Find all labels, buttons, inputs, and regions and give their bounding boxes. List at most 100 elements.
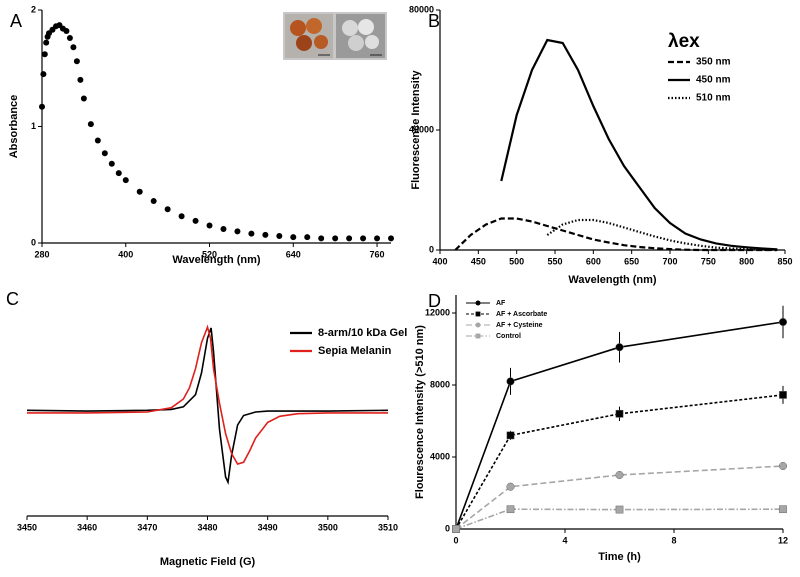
data-point — [304, 234, 311, 241]
x-tick-label: 600 — [586, 256, 601, 266]
x-tick-label: 12 — [778, 535, 788, 545]
data-point — [87, 121, 94, 128]
marker — [615, 470, 624, 480]
x-tick-label: 500 — [509, 256, 524, 266]
x-axis-title: Wavelength (nm) — [172, 254, 261, 266]
legend-label: 350 nm — [696, 57, 731, 68]
data-point — [206, 222, 213, 229]
marker — [779, 505, 787, 514]
data-point — [290, 234, 297, 241]
legend-marker — [475, 311, 481, 317]
x-tick-label: 450 — [471, 256, 486, 266]
data-point — [94, 137, 101, 144]
data-point — [150, 198, 157, 205]
x-tick-label: 3450 — [17, 522, 37, 532]
series-line — [454, 217, 778, 252]
series-line — [455, 394, 784, 530]
marker — [506, 505, 515, 514]
data-point — [80, 95, 87, 102]
x-tick-label: 640 — [286, 249, 301, 259]
data-point — [360, 235, 367, 242]
y-tick-label: 40000 — [409, 124, 434, 134]
data-point — [276, 233, 283, 240]
y-axis-title: Fluorescence Intensity — [410, 70, 422, 190]
data-point — [136, 188, 143, 195]
data-point — [70, 44, 77, 51]
marker — [615, 343, 624, 352]
data-point — [63, 27, 70, 34]
legend-label: 450 nm — [696, 75, 731, 86]
series-line — [27, 324, 388, 465]
data-point — [39, 103, 45, 110]
legend-label: AF + Ascorbate — [496, 311, 547, 318]
x-tick-label: 8 — [671, 535, 676, 545]
marker — [452, 525, 460, 533]
x-tick-label: 700 — [662, 256, 677, 266]
legend-title: λex — [668, 31, 700, 52]
y-tick-label: 0 — [31, 237, 36, 247]
panel-label: C — [6, 289, 19, 309]
x-axis-title: Wavelength (nm) — [568, 274, 657, 286]
inset-photo — [283, 12, 387, 60]
y-tick-label: 8000 — [430, 379, 450, 389]
x-tick-label: 850 — [777, 256, 792, 266]
x-tick-label: 760 — [370, 249, 385, 259]
marker — [615, 505, 624, 514]
x-tick-label: 3490 — [258, 522, 278, 532]
series-line — [455, 508, 784, 530]
data-point — [220, 226, 227, 233]
x-tick-label: 3480 — [197, 522, 217, 532]
legend-marker — [475, 322, 481, 328]
data-point — [178, 213, 185, 220]
x-tick-label: 750 — [701, 256, 716, 266]
x-tick-label: 280 — [34, 249, 49, 259]
y-tick-label: 4000 — [430, 451, 450, 461]
data-point — [262, 231, 269, 238]
x-tick-label: 4 — [562, 535, 567, 545]
y-tick-label: 0 — [429, 244, 434, 254]
x-tick-label: 3500 — [318, 522, 338, 532]
data-point — [388, 235, 394, 242]
data-point — [101, 150, 108, 157]
marker — [506, 431, 515, 440]
data-point — [43, 39, 50, 46]
series-line — [455, 321, 784, 530]
x-tick-label: 520 — [202, 249, 217, 259]
data-point — [192, 217, 199, 224]
x-tick-label: 550 — [547, 256, 562, 266]
y-tick-label: 80000 — [409, 4, 434, 14]
data-point — [318, 235, 325, 242]
data-point — [346, 235, 353, 242]
legend-label: 510 nm — [696, 93, 731, 104]
legend-label: AF + Cysteine — [496, 322, 543, 329]
x-tick-label: 650 — [624, 256, 639, 266]
data-point — [77, 76, 84, 83]
x-axis-title: Time (h) — [598, 551, 641, 563]
legend-marker — [475, 300, 481, 306]
data-point — [374, 235, 381, 242]
x-axis-title: Magnetic Field (G) — [160, 556, 256, 568]
series-line — [546, 218, 778, 252]
x-tick-label: 3460 — [77, 522, 97, 532]
legend-marker — [475, 333, 481, 339]
x-tick-label: 400 — [432, 256, 447, 266]
data-point — [234, 228, 241, 235]
marker — [779, 391, 787, 399]
x-tick-label: 3510 — [378, 522, 398, 532]
y-tick-label: 1 — [31, 121, 36, 131]
x-tick-label: 400 — [118, 249, 133, 259]
y-axis-title: Flourescence Intensity (>510 nm) — [414, 325, 426, 499]
data-point — [332, 235, 339, 242]
data-point — [164, 206, 171, 213]
legend-label: Control — [496, 333, 521, 340]
x-tick-label: 3470 — [137, 522, 157, 532]
marker — [615, 409, 624, 418]
data-point — [73, 58, 80, 65]
data-point — [66, 34, 73, 41]
x-tick-label: 800 — [739, 256, 754, 266]
series-line — [500, 38, 778, 251]
y-tick-label: 12000 — [425, 307, 450, 317]
marker — [506, 377, 515, 386]
data-point — [40, 71, 47, 78]
panel-label: B — [428, 11, 440, 31]
